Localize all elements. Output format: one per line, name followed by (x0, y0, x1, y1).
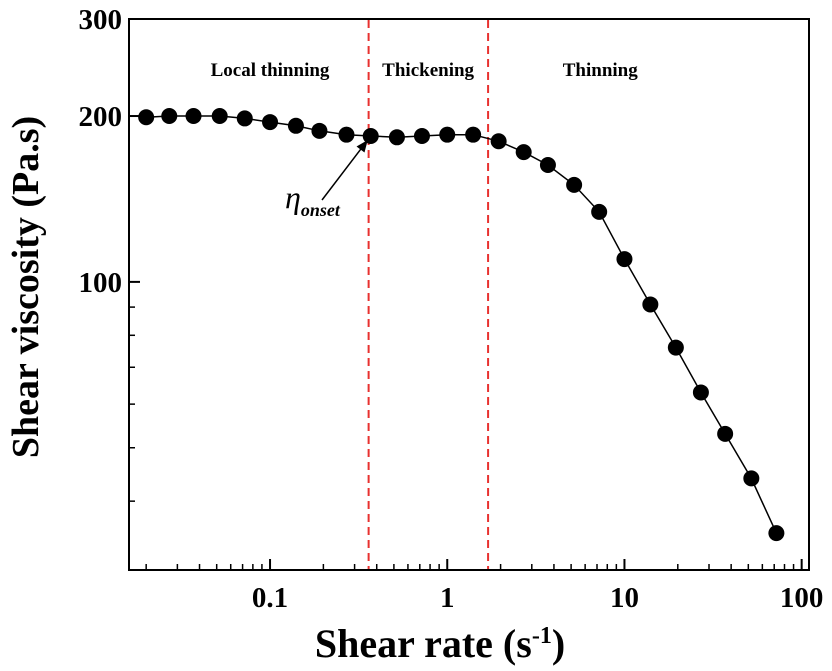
region-label: Thickening (382, 60, 474, 81)
annotation-arrow-shaft (321, 139, 369, 201)
x-tick-label: 100 (780, 582, 824, 614)
data-point (515, 144, 532, 161)
data-point (768, 525, 785, 542)
data-point (566, 176, 583, 193)
data-point (539, 156, 556, 173)
data-point (413, 127, 430, 144)
y-tick-label: 100 (79, 267, 123, 299)
data-point (743, 470, 760, 487)
series-line (146, 115, 778, 534)
data-point (161, 108, 178, 125)
data-point (490, 133, 507, 150)
data-point (591, 203, 608, 220)
y-tick-label: 200 (79, 101, 123, 133)
data-point (642, 296, 659, 313)
data-point (717, 425, 734, 442)
data-point (667, 339, 684, 356)
data-point (439, 126, 456, 143)
annotation-arrow-head (356, 139, 368, 153)
data-point (236, 110, 253, 127)
data-point (311, 122, 328, 139)
data-point (262, 114, 279, 131)
region-label: Local thinning (211, 60, 330, 81)
region-label: Thinning (563, 60, 638, 81)
eta-onset-annotation: ηonset (285, 179, 341, 220)
data-point (692, 384, 709, 401)
x-tick-label: 10 (610, 582, 639, 614)
data-point (287, 117, 304, 134)
y-tick-label: 300 (79, 4, 123, 36)
data-point (388, 129, 405, 146)
data-point (185, 108, 202, 125)
data-point (616, 251, 633, 268)
x-axis-title: Shear rate (s-1) (315, 621, 565, 666)
data-point (211, 108, 228, 125)
data-point (138, 109, 155, 126)
data-point (362, 127, 379, 144)
y-axis-title: Shear viscosity (Pa.s) (5, 116, 47, 458)
data-point (465, 126, 482, 143)
x-tick-label: 1 (440, 582, 455, 614)
data-point (338, 126, 355, 143)
x-tick-label: 0.1 (252, 582, 288, 614)
plot-frame (128, 18, 810, 571)
